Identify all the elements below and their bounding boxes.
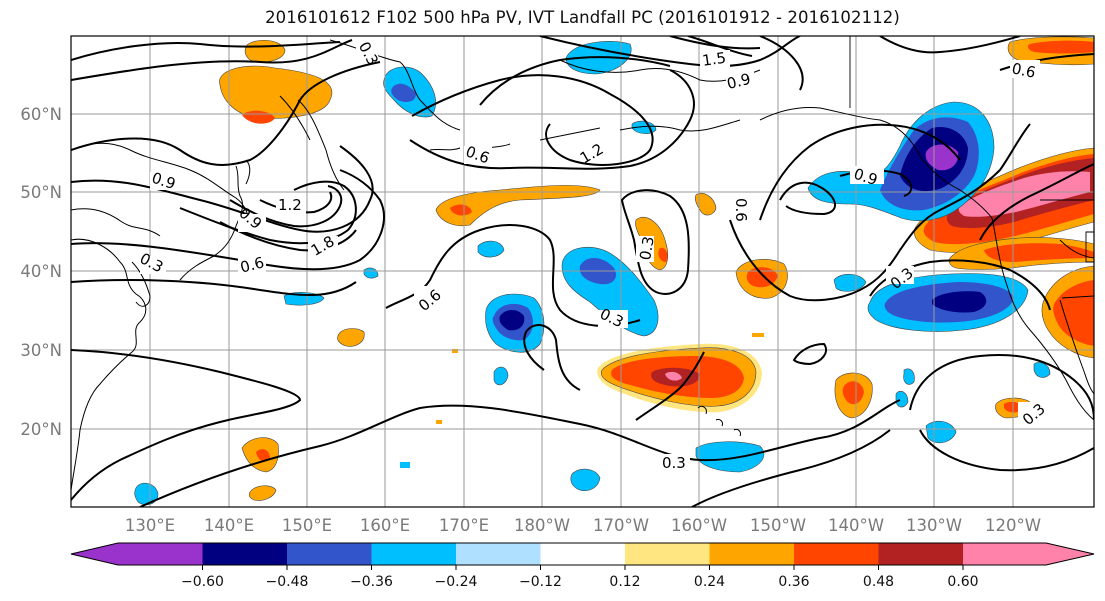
contour-label: 0.6 [1010,59,1037,82]
map-title: 2016101612 F102 500 hPa PV, IVT Landfall… [265,8,900,27]
lon-label: 120°W [985,516,1041,535]
colorbar-segment [625,543,710,565]
colorbar-segment [202,543,287,565]
lon-label: 150°W [750,516,806,535]
lat-label: 40°N [20,262,62,281]
lon-label: 140°E [204,516,254,535]
colorbar-tick-label: 0.24 [694,574,725,590]
colorbar-segment [456,543,541,565]
colorbar-segment [540,543,625,565]
colorbar-tick-label: −0.60 [181,574,224,590]
lon-label: 170°E [439,516,489,535]
lon-label: 180°W [514,516,570,535]
colorbar: −0.60 −0.48 −0.36 −0.24 −0.12 0.12 0.24 … [70,542,1095,590]
colorbar-tick-label: 0.12 [609,574,640,590]
colorbar-tick-label: 0.60 [947,574,978,590]
colorbar-segment [709,543,794,565]
colorbar-tick-label: −0.12 [519,574,562,590]
contour-label: 1.5 [701,49,727,70]
contour-label: 0.3 [662,454,686,472]
lat-label: 20°N [20,420,62,439]
lon-label: 170°W [593,516,649,535]
colorbar-segment [371,543,456,565]
lon-label: 140°W [828,516,884,535]
colorbar-tick-label: −0.24 [435,574,478,590]
ivt-anomaly-positive [219,65,333,119]
lon-label: 130°W [906,516,962,535]
contour-label: 0.9 [725,70,753,93]
colorbar-tick-label: −0.36 [350,574,393,590]
lat-label: 50°N [20,183,62,202]
colorbar-tick-label: 0.36 [778,574,809,590]
colorbar-segment [1046,543,1094,565]
colorbar-segment [878,543,963,565]
lat-label: 60°N [20,105,62,124]
coastlines [71,36,1094,491]
colorbar-tick-label: 0.48 [863,574,894,590]
contour-label: 0.6 [732,198,750,222]
contour-label: 0.6 [238,253,266,276]
lon-label: 150°E [282,516,332,535]
lon-labels: 130°E 140°E 150°E 160°E 170°E 180°W 170°… [125,516,1041,535]
lon-label: 160°W [671,516,727,535]
colorbar-segment [71,543,118,565]
lat-labels: 60°N 50°N 40°N 30°N 20°N [20,105,62,439]
map-frame [70,35,1095,508]
colorbar-segment [963,543,1046,565]
colorbar-segment [287,543,372,565]
lat-label: 30°N [20,341,62,360]
contour-label: 1.2 [278,196,302,214]
colorbar-segment [794,543,879,565]
pv-contours [71,36,1094,507]
colorbar-outline [70,542,1095,566]
colorbar-tick-label: −0.48 [266,574,309,590]
contour-label: 0.3 [636,235,658,262]
colorbar-segment [118,543,203,565]
lon-label: 160°E [360,516,410,535]
lon-label: 130°E [125,516,175,535]
